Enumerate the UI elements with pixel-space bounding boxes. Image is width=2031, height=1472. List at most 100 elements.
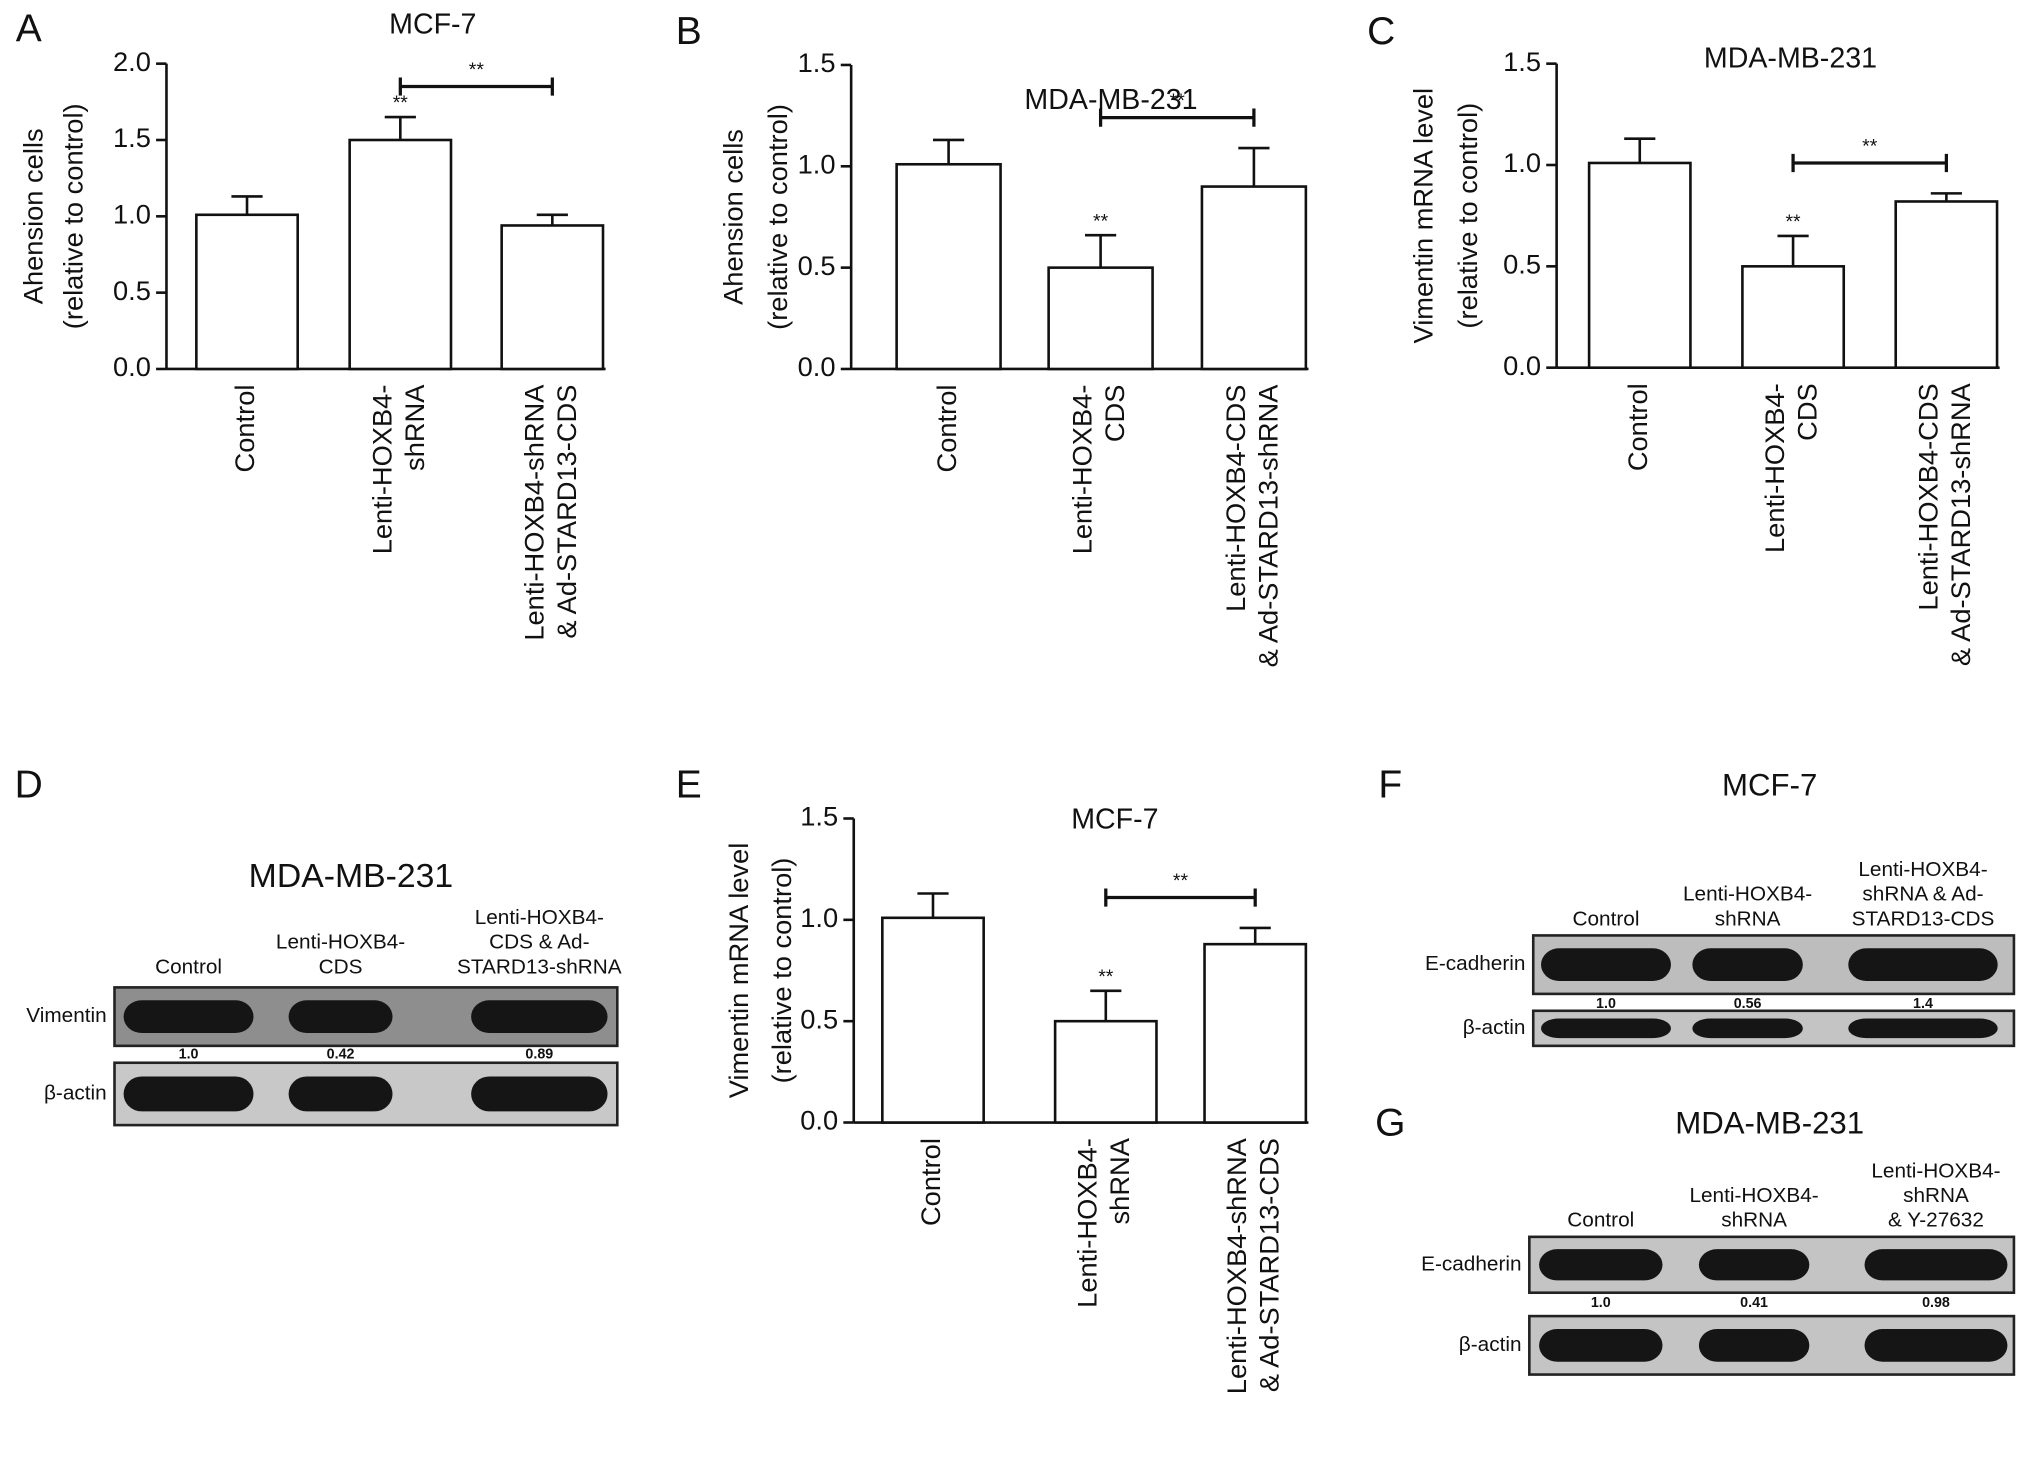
y-tick-label: 0.0 (800, 1105, 838, 1136)
x-tick-label: Control (1622, 383, 1653, 471)
blot-band (1692, 1018, 1803, 1039)
x-tick-label: shRNA (1104, 1137, 1135, 1224)
y-tick-label: 0.0 (1503, 350, 1541, 381)
lane-label: Control (155, 955, 222, 978)
chart-title: MDA-MB-231 (1704, 42, 1877, 74)
y-tick-label: 0.5 (800, 1003, 838, 1034)
y-tick-label: 1.0 (798, 149, 836, 180)
y-axis-label: Ahension cells (718, 129, 749, 305)
blot-band (123, 1076, 254, 1112)
blot-band (1539, 1328, 1663, 1362)
x-tick-label: & Ad-STARD13-CDS (551, 385, 582, 639)
y-axis-label: Vimentin mRNA level (723, 843, 754, 1099)
x-tick-label: CDS (1792, 383, 1823, 441)
bar (195, 213, 299, 371)
bar (1741, 265, 1846, 369)
chart-title: MCF-7 (1071, 804, 1158, 836)
y-tick-label: 1.5 (798, 47, 836, 78)
significance-bracket (1104, 888, 1257, 907)
x-tick-label: Control (229, 385, 260, 473)
quantification: 0.41 (1740, 1295, 1768, 1311)
row-label: β-actin (44, 1081, 107, 1104)
quantification: 0.89 (525, 1047, 553, 1063)
bar (895, 162, 1002, 371)
row-label: β-actin (1459, 1333, 1522, 1356)
lane-label: shRNA (1715, 907, 1781, 930)
row-label: E-cadherin (1421, 1252, 1521, 1275)
x-tick-label: & Ad-STARD13-CDS (1254, 1138, 1285, 1392)
blot-title: MCF-7 (1722, 768, 1817, 803)
error-bar (917, 892, 949, 918)
bar (1047, 266, 1154, 371)
row-label: Vimentin (26, 1004, 106, 1027)
panel-letter: A (16, 7, 42, 50)
bar (1894, 200, 1999, 369)
lane-label: shRNA (1903, 1184, 1969, 1207)
y-tick-label: 1.0 (800, 902, 838, 933)
quantification: 0.98 (1922, 1295, 1950, 1311)
panel-letter: E (676, 764, 702, 807)
error-bar (1085, 233, 1117, 268)
blot-band (1692, 948, 1803, 982)
error-bar (1239, 926, 1271, 945)
bar (1587, 161, 1692, 369)
y-axis-label: Ahension cells (17, 128, 48, 304)
row-label: E-cadherin (1425, 952, 1525, 975)
lane-label: Lenti-HOXB4- (1683, 883, 1812, 906)
quantification: 1.0 (1591, 1295, 1611, 1311)
x-tick-label: Lenti-HOXB4- (366, 385, 397, 555)
error-bar (536, 213, 568, 226)
significance-marker: ** (1093, 210, 1109, 232)
lane-label: STARD13-shRNA (457, 955, 622, 978)
quantification: 1.4 (1913, 996, 1933, 1012)
error-bar (1238, 146, 1270, 187)
y-tick-label: 0.0 (798, 351, 836, 382)
lane-label: Control (1573, 907, 1640, 930)
row-label: β-actin (1463, 1016, 1526, 1039)
lane-label: shRNA (1721, 1209, 1787, 1232)
blot-band (288, 1000, 393, 1033)
error-bar (384, 115, 416, 140)
bracket-label: ** (1862, 136, 1878, 158)
y-tick-label: 0.5 (113, 275, 151, 306)
y-tick-label: 1.5 (1503, 46, 1541, 77)
quantification: 1.0 (179, 1047, 199, 1063)
y-tick-label: 2.0 (113, 46, 151, 77)
x-tick-label: CDS (1099, 385, 1130, 443)
chart-title: MDA-MB-231 (1024, 84, 1197, 116)
panel-letter: D (15, 764, 43, 807)
significance-marker: ** (393, 92, 409, 114)
lane-label: Lenti-HOXB4- (276, 931, 405, 954)
x-tick-label: Lenti-HOXB4- (1759, 383, 1790, 553)
lane-label: shRNA & Ad- (1862, 883, 1983, 906)
blot-band (1541, 948, 1671, 982)
x-tick-label: Lenti-HOXB4-CDS (1220, 385, 1251, 612)
x-tick-label: Lenti-HOXB4- (1067, 385, 1098, 555)
panel-letter: G (1375, 1101, 1405, 1144)
panel-letter: F (1378, 764, 1402, 807)
blot-band (471, 1000, 608, 1033)
lane-label: STARD13-CDS (1852, 907, 1995, 930)
significance-marker: ** (1785, 211, 1801, 233)
blot-band (1864, 1328, 2008, 1362)
x-tick-label: Control (915, 1138, 946, 1226)
lane-label: & Y-27632 (1888, 1209, 1984, 1232)
blot-band (1848, 948, 1998, 982)
bracket-label: ** (1170, 90, 1186, 112)
error-bar (1930, 192, 1962, 202)
blot-band (1698, 1249, 1810, 1281)
y-tick-label: 1.5 (113, 122, 151, 153)
error-bar (1090, 989, 1122, 1022)
x-tick-label: Control (931, 385, 962, 473)
quantification: 1.0 (1596, 996, 1616, 1012)
x-tick-label: shRNA (399, 384, 430, 471)
lane-label: Lenti-HOXB4- (1689, 1184, 1818, 1207)
lane-label: CDS (319, 955, 363, 978)
bar (1053, 1019, 1158, 1124)
blot-band (123, 1000, 254, 1033)
bar (881, 916, 985, 1124)
y-tick-label: 0.5 (798, 250, 836, 281)
blot-title: MDA-MB-231 (1675, 1105, 1864, 1140)
significance-bracket (1791, 153, 1949, 173)
y-tick-label: 1.0 (113, 199, 151, 230)
